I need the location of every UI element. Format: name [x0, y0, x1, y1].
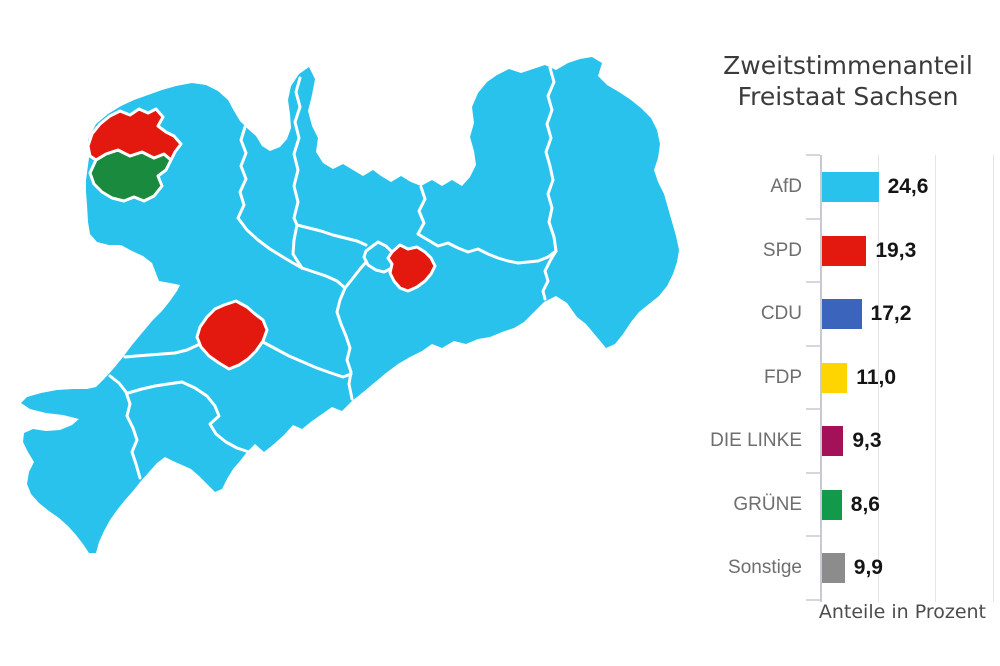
party-label: DIE LINKE — [710, 430, 802, 451]
district-border — [291, 76, 304, 270]
legend-row-spd: SPD 19,3 — [700, 219, 1000, 283]
axis-tick — [806, 217, 820, 220]
legend-bar — [822, 553, 845, 583]
party-label: AfD — [770, 176, 802, 197]
axis-tick — [806, 344, 820, 347]
map-region-northwest-red — [86, 107, 183, 162]
map-region-center-red — [195, 299, 269, 371]
axis-tick — [806, 535, 820, 537]
district-border — [300, 266, 347, 290]
chart-title-line2: Freistaat Sachsen — [737, 82, 959, 111]
gridline — [877, 155, 879, 602]
category-axis-line — [820, 155, 822, 602]
map-small-district-outline — [362, 240, 398, 274]
district-border — [108, 374, 142, 480]
legend-row-afd: AfD 24,6 — [700, 155, 1000, 219]
axis-tick — [806, 598, 820, 601]
bar-value: 8,6 — [850, 492, 880, 516]
legend-bar — [822, 299, 862, 329]
legend-bar-chart: AfD 24,6 SPD 19,3 CDU 17,2 FDP 11,0 DIE … — [700, 154, 1000, 602]
party-label: Sonstige — [728, 557, 802, 578]
chart-title: Zweitstimmenanteil Freistaat Sachsen — [700, 50, 996, 112]
legend-bar — [822, 235, 867, 266]
district-border — [123, 342, 202, 359]
bar-value: 17,2 — [870, 302, 912, 325]
party-label: FDP — [764, 366, 802, 388]
district-border — [544, 66, 558, 253]
district-border — [541, 249, 558, 301]
chart-title-line1: Zweitstimmenanteil — [723, 51, 973, 80]
legend-row-linke: DIE LINKE 9,3 — [700, 409, 1000, 473]
district-border — [295, 223, 368, 247]
bar-value: 11,0 — [856, 365, 897, 389]
axis-tick — [806, 471, 820, 474]
party-label: SPD — [762, 239, 802, 261]
district-border — [335, 286, 354, 401]
legend-row-cdu: CDU 17,2 — [700, 282, 1000, 346]
district-border — [416, 232, 558, 265]
district-border — [416, 185, 427, 236]
legend-bar — [822, 172, 879, 202]
axis-tick — [806, 408, 820, 410]
map-region-east-red — [386, 243, 437, 293]
legend-row-gruene: GRÜNE 8,6 — [700, 473, 1000, 537]
district-border — [236, 125, 304, 270]
gridline — [992, 155, 994, 602]
legend-bar — [822, 362, 848, 393]
bar-value: 9,3 — [852, 429, 882, 452]
party-label: CDU — [760, 303, 802, 324]
legend-row-fdp: FDP 11,0 — [700, 346, 1000, 410]
party-label: GRÜNE — [733, 493, 802, 515]
axis-tick — [806, 154, 820, 156]
district-border — [126, 380, 259, 454]
gridline — [935, 155, 936, 602]
bar-value: 9,9 — [853, 556, 883, 579]
bar-value: 19,3 — [875, 238, 917, 262]
state-outline — [21, 57, 679, 553]
legend-row-sonstige: Sonstige 9,9 — [700, 536, 1000, 600]
legend-bar — [822, 426, 844, 456]
bar-value: 24,6 — [887, 175, 929, 198]
axis-unit-label: Anteile in Prozent — [818, 601, 986, 623]
legend-bar — [822, 489, 842, 520]
axis-tick — [806, 281, 820, 283]
district-border — [261, 340, 353, 379]
